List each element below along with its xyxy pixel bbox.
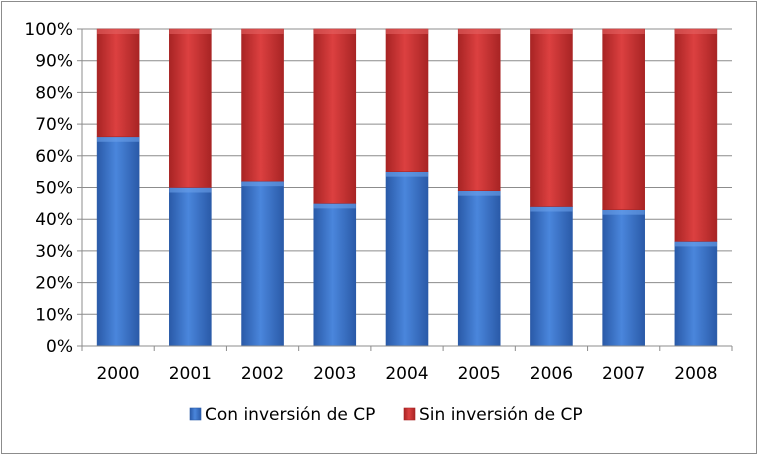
bar-con-2006 bbox=[530, 206, 573, 347]
bar-highlight bbox=[169, 29, 212, 34]
x-tick-label: 2003 bbox=[313, 364, 356, 384]
bar-highlight bbox=[241, 29, 284, 34]
y-tick-label: 0% bbox=[46, 337, 73, 357]
bar-highlight bbox=[602, 29, 645, 34]
bar-highlight bbox=[169, 187, 212, 193]
bar-sin-2003 bbox=[313, 28, 357, 204]
legend-label-con: Con inversión de CP bbox=[205, 405, 375, 425]
bar-highlight bbox=[458, 190, 501, 196]
bar-highlight bbox=[530, 206, 573, 212]
bar-con-2002 bbox=[241, 180, 284, 347]
bar-sin-2008 bbox=[674, 28, 718, 242]
y-tick-label: 10% bbox=[35, 305, 73, 325]
legend-swatch-con bbox=[189, 407, 202, 421]
bar-highlight bbox=[386, 29, 428, 34]
bar-highlight bbox=[313, 203, 356, 209]
y-tick-label: 100% bbox=[24, 20, 73, 40]
bar-sin-2001 bbox=[169, 28, 212, 188]
bar-highlight bbox=[386, 171, 428, 177]
y-tick-label: 60% bbox=[35, 147, 73, 167]
x-tick-label: 2007 bbox=[602, 364, 645, 384]
bar-highlight bbox=[241, 181, 284, 187]
y-tick-label: 30% bbox=[35, 242, 73, 262]
bar-sin-2006 bbox=[530, 28, 573, 207]
y-tick-label: 70% bbox=[35, 115, 73, 135]
bar-sin-2004 bbox=[385, 28, 429, 172]
bar-highlight bbox=[674, 29, 717, 34]
x-tick-label: 2006 bbox=[530, 364, 573, 384]
bar-sin-2002 bbox=[241, 28, 284, 182]
bar-con-2001 bbox=[169, 187, 212, 347]
y-tick-label: 40% bbox=[35, 210, 73, 230]
bar-sin-2000 bbox=[96, 28, 140, 138]
y-tick-label: 20% bbox=[35, 274, 73, 294]
bar-highlight bbox=[458, 29, 501, 34]
bar-sin-2005 bbox=[457, 28, 501, 191]
x-tick-label: 2000 bbox=[96, 364, 139, 384]
x-tick-label: 2001 bbox=[169, 364, 212, 384]
bar-con-2007 bbox=[602, 209, 645, 347]
bar-highlight bbox=[602, 209, 645, 215]
bar-con-2008 bbox=[674, 241, 718, 347]
x-tick-label: 2005 bbox=[458, 364, 501, 384]
bar-highlight bbox=[97, 29, 140, 34]
y-tick-label: 80% bbox=[35, 83, 73, 103]
bar-con-2005 bbox=[457, 190, 501, 347]
bar-con-2000 bbox=[96, 136, 140, 347]
legend-swatch-sin bbox=[403, 407, 416, 421]
bar-highlight bbox=[530, 29, 573, 34]
bar-con-2004 bbox=[385, 171, 429, 347]
bar-sin-2007 bbox=[602, 28, 645, 210]
bar-highlight bbox=[313, 29, 356, 34]
x-tick-label: 2002 bbox=[241, 364, 284, 384]
bar-highlight bbox=[97, 136, 140, 142]
x-tick-label: 2008 bbox=[674, 364, 717, 384]
legend-label-sin: Sin inversión de CP bbox=[419, 405, 583, 425]
bar-con-2003 bbox=[313, 203, 357, 347]
y-tick-label: 50% bbox=[35, 179, 73, 199]
x-tick-label: 2004 bbox=[385, 364, 428, 384]
bar-highlight bbox=[674, 241, 717, 247]
y-tick-label: 90% bbox=[35, 52, 73, 72]
